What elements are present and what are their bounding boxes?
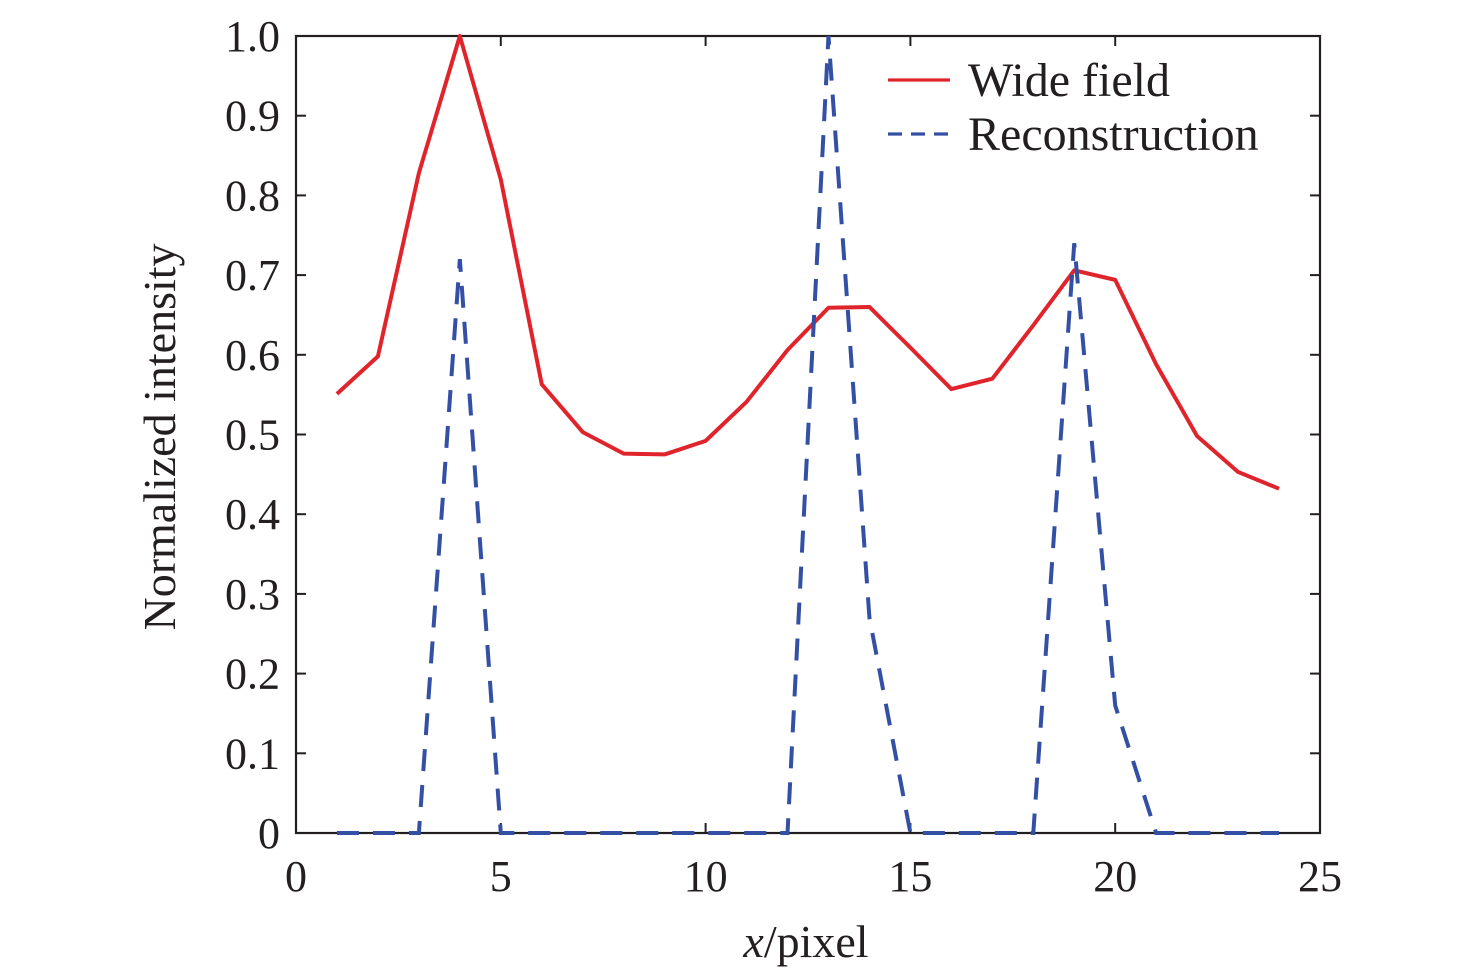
y-tick-label-2: 0.2 [225,650,280,699]
y-tick-label-10: 1.0 [225,12,280,61]
legend-label-wide-field: Wide field [968,54,1170,107]
x-tick-label-4: 20 [1093,852,1137,901]
x-tick-label-3: 15 [888,852,932,901]
legend: Wide field Reconstruction [888,54,1259,161]
x-axis-label: x/pixel [742,916,868,967]
x-axis-label-italic: x [742,916,764,967]
y-tick-label-9: 0.9 [225,92,280,141]
y-tick-label-8: 0.8 [225,171,280,220]
y-tick-label-1: 0.1 [225,729,280,778]
x-tick-label-5: 25 [1298,852,1342,901]
x-tick-label-2: 10 [684,852,728,901]
y-tick-label-4: 0.4 [225,490,280,539]
series-lines [335,34,1280,835]
legend-label-reconstruction: Reconstruction [968,108,1259,161]
series-line-wide-field [335,34,1280,491]
y-tick-label-3: 0.3 [225,570,280,619]
x-axis-label-rest: /pixel [764,916,869,967]
y-tick-label-6: 0.6 [225,331,280,380]
ticks [295,35,1321,834]
series-line-reconstruction [336,35,1280,835]
x-tick-label-0: 0 [285,852,307,901]
y-tick-label-0: 0 [258,809,280,858]
x-tick-label-1: 5 [490,852,512,901]
y-tick-label-5: 0.5 [225,411,280,460]
y-axis-label: Normalized intensity [134,243,185,630]
y-tick-label-7: 0.7 [225,251,280,300]
tick-labels: 0 5 10 15 20 25 0 0.1 0.2 0.3 0.4 0.5 0.6 0.7 0.8 0.9 1.… [225,12,1342,901]
